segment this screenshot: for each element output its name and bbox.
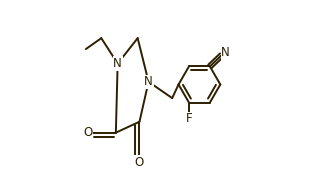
Text: O: O (135, 156, 144, 169)
Text: O: O (83, 126, 92, 139)
Text: N: N (221, 47, 230, 60)
Text: N: N (144, 75, 153, 88)
Text: N: N (113, 57, 122, 70)
Text: F: F (186, 113, 192, 126)
